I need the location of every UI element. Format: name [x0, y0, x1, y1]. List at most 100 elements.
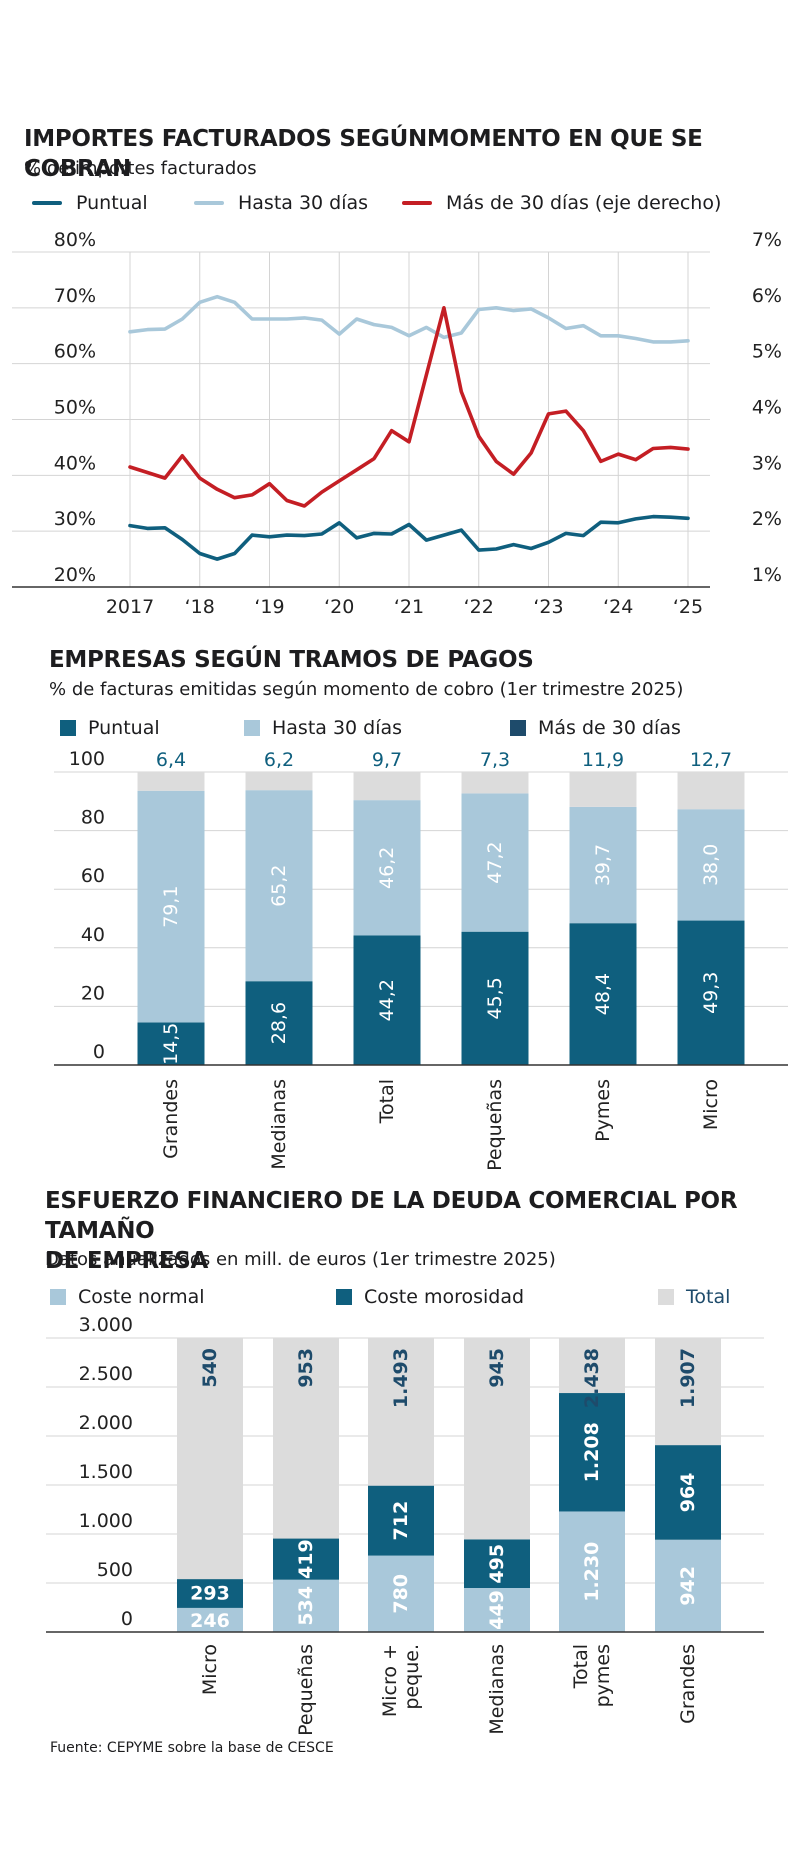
- y-tick-label: 500: [97, 1559, 133, 1581]
- x-tick-label: ‘21: [394, 596, 424, 618]
- category-label: Pequeñas: [484, 1079, 506, 1171]
- legend-hasta30-swatch: [194, 201, 224, 205]
- category-label: Total: [570, 1644, 592, 1689]
- y-tick-label: 1.500: [79, 1461, 133, 1483]
- category-label: Pequeñas: [295, 1644, 317, 1736]
- bar-segment: [461, 931, 529, 1065]
- bar-segment: [353, 935, 421, 1065]
- bar-data-label: 65,2: [268, 865, 290, 907]
- legend3-coste-morosidad-swatch: [336, 1289, 352, 1305]
- bar-data-label: 28,6: [268, 1002, 290, 1044]
- legend3-coste-normal-label: Coste normal: [78, 1286, 205, 1308]
- y-right-tick-label: 6%: [752, 285, 782, 307]
- bar-segment-coste-morosidad: [273, 1538, 339, 1580]
- bar-segment-coste-morosidad: [177, 1579, 243, 1608]
- legend2-mas30-swatch: [510, 720, 526, 736]
- category-label: Micro: [199, 1644, 221, 1695]
- bar-data-label: 14,5: [160, 1023, 182, 1065]
- y-tick-label: 20: [81, 982, 105, 1004]
- bar-segment-coste-morosidad: [559, 1393, 625, 1512]
- y-tick-label: 2.000: [79, 1412, 133, 1434]
- bar-label-coste-morosidad: 495: [486, 1544, 508, 1584]
- bar-segment: [677, 920, 745, 1065]
- legend2-puntual-swatch: [60, 720, 76, 736]
- category-label: Pymes: [592, 1079, 614, 1142]
- bar-segment-coste-morosidad: [368, 1485, 434, 1556]
- y-left-tick-label: 70%: [54, 285, 96, 307]
- x-tick-label: ‘24: [603, 596, 633, 618]
- bar-data-label: 44,2: [376, 979, 398, 1021]
- bar-label-coste-morosidad: 1.208: [581, 1422, 603, 1482]
- series-line-m-s-de-30-d-as-eje-derecho: [128, 306, 690, 508]
- legend3-coste-normal-swatch: [50, 1289, 66, 1305]
- chart1-title: IMPORTES FACTURADOS SEGÚNMOMENTO EN QUE …: [24, 126, 703, 182]
- y-tick-label: 60: [81, 865, 105, 887]
- bar-label-total: 945: [486, 1348, 508, 1388]
- y-tick-label: 100: [69, 748, 105, 770]
- category-label: Medianas: [486, 1644, 508, 1735]
- legend2-hasta30-label: Hasta 30 días: [272, 717, 403, 739]
- chart3-subtitle: Datos anualizados en mill. de euros (1er…: [45, 1249, 556, 1270]
- bar-segment: [353, 800, 421, 936]
- bar-data-label: 45,5: [484, 977, 506, 1019]
- bar-total-label: 12,7: [690, 749, 732, 771]
- bar-segment: [677, 772, 745, 810]
- chart2-legend: Puntual Hasta 30 días Más de 30 días: [0, 715, 800, 741]
- bar-total-label: 6,2: [264, 749, 294, 771]
- chart1-subtitle: % de importes facturados: [24, 158, 257, 179]
- category-label: pymes: [592, 1644, 614, 1707]
- bar-segment: [137, 772, 205, 791]
- bar-segment-coste-normal: [368, 1555, 434, 1632]
- bar-label-total: 2.438: [581, 1348, 603, 1408]
- legend2-hasta30-swatch: [244, 720, 260, 736]
- bar-data-label: 79,1: [160, 885, 182, 927]
- bar-segment-coste-normal: [559, 1511, 625, 1632]
- bar-data-label: 48,4: [592, 973, 614, 1015]
- y-left-tick-label: 20%: [54, 564, 96, 586]
- bar-segment-coste-normal: [464, 1587, 530, 1632]
- bar-segment: [245, 790, 313, 982]
- chart3-legend: Coste normal Coste morosidad Total: [0, 1284, 800, 1310]
- category-label: Grandes: [677, 1644, 699, 1724]
- x-tick-label: 2017: [106, 596, 154, 618]
- bar-data-label: 46,2: [376, 847, 398, 889]
- y-tick-label: 3.000: [79, 1314, 133, 1336]
- bar-total-label: 7,3: [480, 749, 510, 771]
- y-right-tick-label: 1%: [752, 564, 782, 586]
- bar-label-coste-morosidad: 293: [190, 1583, 230, 1605]
- chart3-title: ESFUERZO FINANCIERO DE LA DEUDA COMERCIA…: [45, 1186, 800, 1276]
- bar-segment-coste-normal: [177, 1607, 243, 1632]
- y-right-tick-label: 3%: [752, 452, 782, 474]
- bar-segment-coste-morosidad: [655, 1445, 721, 1540]
- legend2-puntual: Puntual: [60, 717, 160, 739]
- y-right-tick-label: 5%: [752, 341, 782, 363]
- bar-segment-coste-normal: [655, 1539, 721, 1632]
- y-tick-label: 40: [81, 924, 105, 946]
- bar-segment-coste-normal: [273, 1579, 339, 1632]
- legend-puntual-swatch: [32, 201, 62, 205]
- legend2-hasta30: Hasta 30 días: [244, 717, 402, 739]
- y-right-tick-label: 4%: [752, 397, 782, 419]
- x-tick-label: ‘18: [185, 596, 215, 618]
- source-note: Fuente: CEPYME sobre la base de CESCE: [50, 1740, 334, 1756]
- bar-label-coste-normal: 942: [677, 1566, 699, 1606]
- bar-segment: [461, 772, 529, 794]
- bar-segment: [137, 1022, 205, 1065]
- bar-total-label: 11,9: [582, 749, 624, 771]
- legend3-total-label: Total: [686, 1286, 731, 1308]
- chart2-subtitle: % de facturas emitidas según momento de …: [49, 679, 684, 700]
- bar-label-coste-normal: 1.230: [581, 1542, 603, 1602]
- chart1-legend: Puntual Hasta 30 días Más de 30 días (ej…: [0, 190, 800, 216]
- bar-label-total: 1.493: [390, 1348, 412, 1408]
- legend3-coste-normal: Coste normal: [50, 1286, 205, 1308]
- bar-segment: [569, 806, 637, 924]
- chart3-title-line1: ESFUERZO FINANCIERO DE LA DEUDA COMERCIA…: [45, 1188, 738, 1244]
- y-left-tick-label: 60%: [54, 341, 96, 363]
- bar-label-coste-morosidad: 419: [295, 1539, 317, 1579]
- x-tick-label: ‘20: [324, 596, 354, 618]
- bar-total-label: 9,7: [372, 749, 402, 771]
- y-tick-label: 2.500: [79, 1363, 133, 1385]
- legend-hasta30-label: Hasta 30 días: [238, 192, 369, 214]
- legend-mas30: Más de 30 días (eje derecho): [402, 192, 721, 214]
- bar-segment: [569, 923, 637, 1065]
